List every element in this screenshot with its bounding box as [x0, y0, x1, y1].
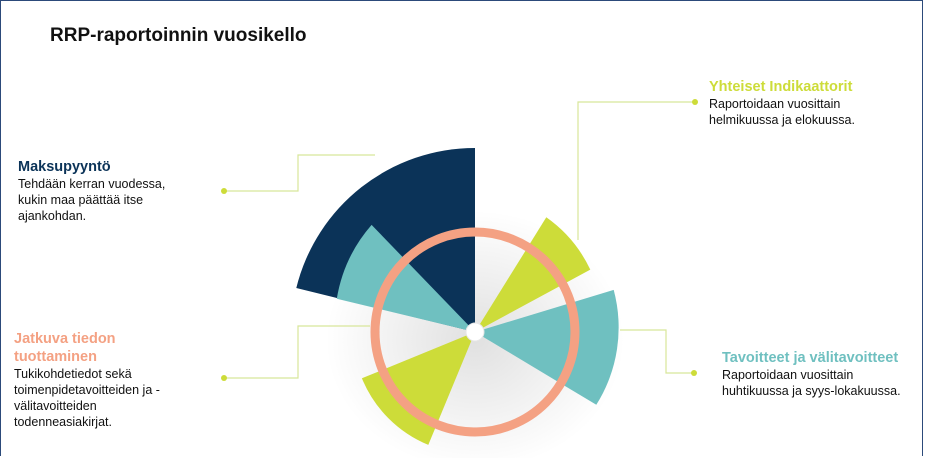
- maksupyynto-block: Maksupyyntö Tehdään kerran vuodessa, kuk…: [18, 158, 208, 224]
- yhteiset-text: Raportoidaan vuosittain helmikuussa ja e…: [709, 97, 855, 127]
- tick-1: [527, 241, 534, 250]
- wedge-tavoitteet-right: [475, 289, 619, 405]
- maksupyynto-heading: Maksupyyntö: [18, 159, 111, 175]
- tavoitteet-heading: Tavoitteet ja välitavoitteet: [722, 350, 899, 366]
- dot-yhteiset: [692, 99, 698, 105]
- dot-tavoitteet: [691, 370, 697, 376]
- wedge-tavoitteet-upper-left: [336, 224, 475, 332]
- tick-5: [527, 414, 534, 423]
- jatkuva-block: Jatkuva tiedon tuottaminen Tukikohdetied…: [14, 330, 214, 430]
- dot-maksupyynto: [221, 188, 227, 194]
- tick-3: [570, 328, 579, 336]
- connector-yhteiset: [577, 101, 695, 240]
- tick-12: [471, 228, 479, 237]
- yhteiset-heading: Yhteiset Indikaattorit: [709, 79, 853, 95]
- tick-9: [371, 328, 380, 336]
- tick-7: [416, 414, 423, 423]
- clock-ticks: [371, 228, 579, 436]
- wedge-yhteiset-upper-right: [475, 217, 591, 332]
- connector-jatkuva: [224, 325, 370, 379]
- connector-maksupyynto: [224, 154, 375, 192]
- page-title: RRP-raportoinnin vuosikello: [50, 25, 307, 46]
- tavoitteet-text: Raportoidaan vuosittain huhtikuussa ja s…: [722, 368, 901, 398]
- jatkuva-text: Tukikohdetiedot sekä toimenpidetavoittei…: [14, 367, 160, 429]
- connector-lines: [224, 101, 695, 379]
- wedge-yhteiset-lower-left: [361, 332, 475, 445]
- jatkuva-heading: Jatkuva tiedon tuottaminen: [14, 331, 116, 365]
- maksupyynto-text: Tehdään kerran vuodessa, kukin maa päätt…: [18, 177, 166, 223]
- connector-dots: [221, 99, 698, 381]
- connector-tavoitteet: [620, 329, 694, 374]
- clock-center: [465, 322, 485, 342]
- tavoitteet-block: Tavoitteet ja välitavoitteet Raportoidaa…: [722, 349, 922, 399]
- dot-jatkuva: [221, 375, 227, 381]
- tick-6: [471, 427, 479, 436]
- tick-11: [416, 241, 423, 250]
- yhteiset-block: Yhteiset Indikaattorit Raportoidaan vuos…: [709, 78, 919, 128]
